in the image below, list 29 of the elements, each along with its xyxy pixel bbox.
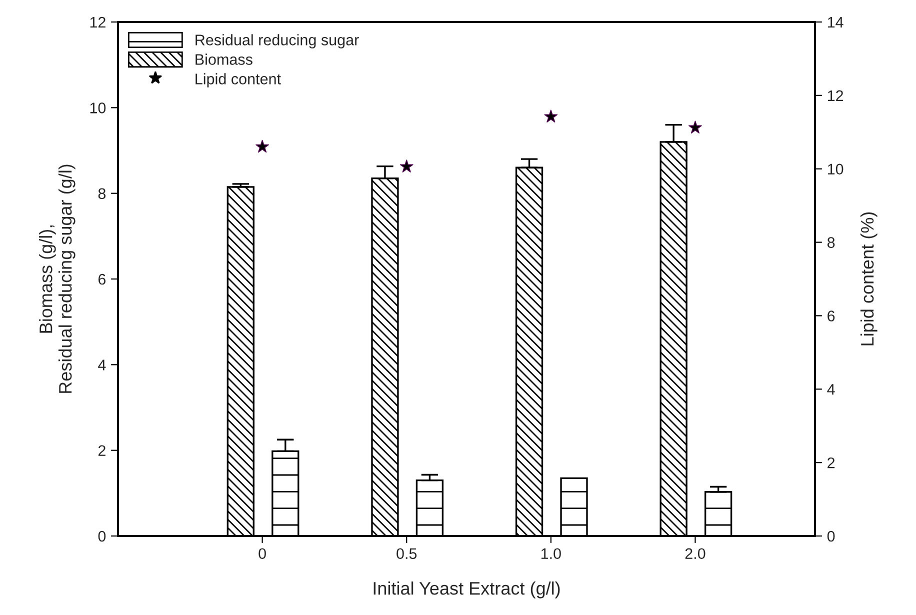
x-tick-label: 0 — [258, 548, 266, 560]
y-tick-label: 10 — [90, 102, 106, 114]
x-tick-label: 0.5 — [396, 548, 417, 560]
point — [400, 160, 414, 172]
legend-label: Residual reducing sugar — [196, 34, 359, 48]
point — [256, 140, 269, 153]
y2-tick-label: 8 — [827, 237, 835, 248]
y-axis-title: Biomass (g/l), Residual reducing sugar (g/l) — [39, 164, 76, 393]
y2-tick-label: 0 — [827, 530, 835, 542]
x-tick-label: 2.0 — [685, 548, 706, 560]
y2-tick-label: 12 — [828, 90, 844, 101]
y2-tick-label: 10 — [828, 164, 844, 175]
x-axis-title: Initial Yeast Extract (g/l) — [374, 581, 560, 598]
y-tick-label: 0 — [98, 530, 106, 542]
x-tick-label: 1.0 — [541, 548, 561, 560]
y-tick-label: 6 — [98, 274, 106, 285]
y-tick-label: 4 — [98, 360, 106, 370]
legend-label: Lipid content — [196, 73, 281, 88]
y2-axis-title: Lipid content (%) — [860, 212, 878, 346]
legend-label: Biomass — [196, 54, 252, 65]
y2-tick-label: 2 — [828, 457, 835, 468]
point — [688, 120, 702, 134]
y2-tick-label: 6 — [828, 310, 835, 322]
y2-tick-label: 14 — [828, 17, 844, 28]
y-tick-label: 2 — [98, 445, 106, 456]
y-tick-label: 12 — [90, 16, 106, 28]
y2-tick-label: 4 — [827, 384, 835, 395]
point — [544, 110, 558, 122]
y-tick-label: 8 — [98, 188, 106, 200]
